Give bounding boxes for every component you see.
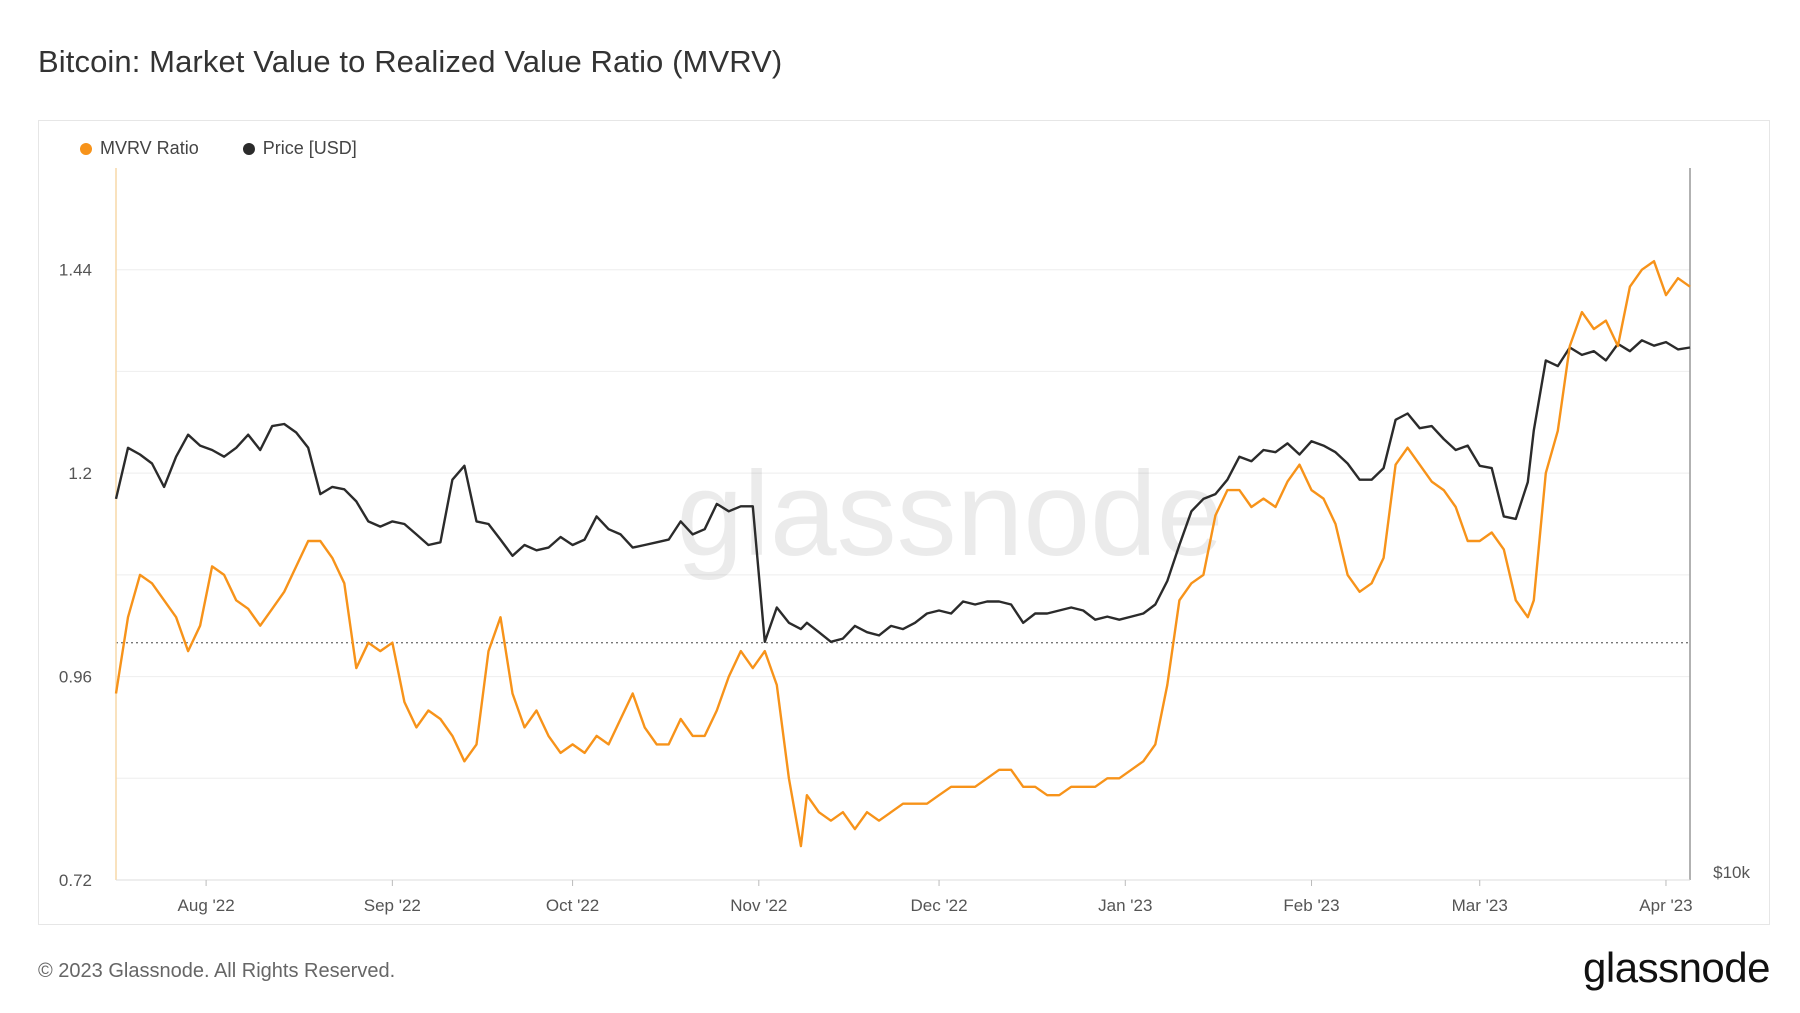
y-tick-label: 1.2: [68, 464, 92, 483]
y-axis-ticks: 1.44 1.2 0.96 0.72: [59, 261, 92, 890]
chart-title: Bitcoin: Market Value to Realized Value …: [38, 44, 783, 79]
watermark: glassnode: [676, 447, 1223, 581]
x-tick-label: Sep '22: [364, 896, 421, 915]
x-tick-label: Feb '23: [1283, 896, 1339, 915]
legend-item-mvrv[interactable]: MVRV Ratio: [80, 138, 199, 159]
y-tick-label: 0.96: [59, 668, 92, 687]
x-tick-label: Jan '23: [1098, 896, 1152, 915]
chart-legend: MVRV Ratio Price [USD]: [80, 138, 357, 159]
brand-logo: glassnode: [1583, 944, 1770, 991]
x-tick-label: Apr '23: [1639, 896, 1692, 915]
copyright-footer: © 2023 Glassnode. All Rights Reserved.: [38, 960, 396, 982]
legend-label-price: Price [USD]: [262, 138, 357, 158]
gridlines: [116, 269, 1690, 779]
legend-dot-price: [242, 142, 255, 155]
legend-dot-mvrv: [80, 142, 92, 155]
x-tick-label: Dec '22: [910, 896, 967, 915]
right-axis-label: $10k: [1713, 863, 1750, 882]
x-axis-ticks: Aug '22 Sep '22 Oct '22 Nov '22 Dec '22 Jan '…: [178, 880, 1693, 915]
chart-frame: [38, 120, 1770, 925]
legend-label-mvrv: MVRV Ratio: [100, 138, 199, 158]
y-tick-label: 1.44: [59, 261, 92, 280]
x-tick-label: Mar '23: [1452, 896, 1508, 915]
y-tick-label: 0.72: [59, 871, 92, 890]
x-tick-label: Aug '22: [178, 896, 235, 915]
series-line-price: [114, 339, 1691, 643]
series-line-mvrv: [114, 260, 1691, 848]
legend-item-price[interactable]: Price [USD]: [242, 138, 357, 159]
x-tick-label: Nov '22: [730, 896, 787, 915]
x-tick-label: Oct '22: [546, 896, 599, 915]
